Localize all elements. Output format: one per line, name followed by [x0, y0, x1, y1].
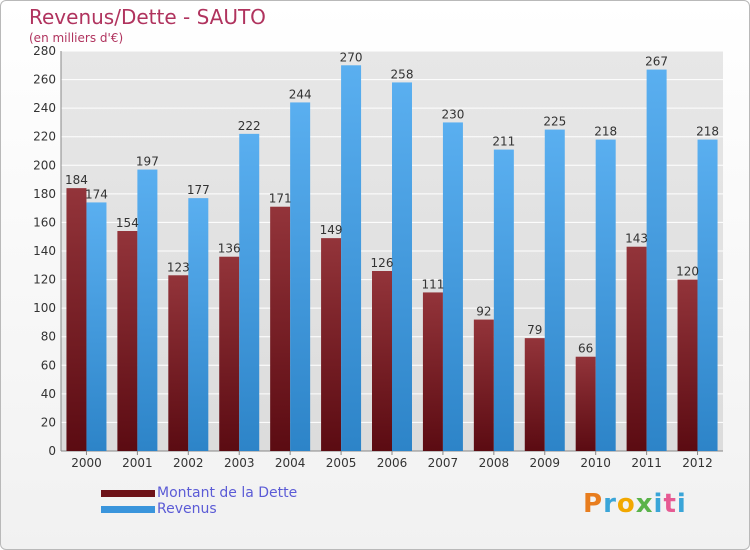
bar-revenus — [341, 65, 362, 452]
data-label: 270 — [340, 50, 363, 64]
data-label: 120 — [676, 265, 699, 279]
bar-dette — [626, 246, 647, 451]
logo-letter: r — [603, 489, 617, 519]
data-label: 136 — [218, 242, 241, 256]
bar-dette — [422, 292, 443, 451]
y-tick-label: 80 — [41, 330, 56, 344]
y-tick-label: 120 — [33, 273, 56, 287]
legend-label-dette: Montant de la Dette — [157, 485, 298, 501]
bar-dette — [117, 231, 138, 451]
x-tick-label: 2006 — [377, 456, 408, 470]
y-tick-label: 0 — [48, 444, 56, 458]
legend-swatch-dette — [101, 490, 155, 497]
bar-revenus — [392, 82, 412, 451]
bar-dette — [524, 338, 545, 451]
y-tick-label: 220 — [33, 130, 56, 144]
y-tick-label: 100 — [33, 301, 56, 315]
data-label: 184 — [65, 173, 88, 187]
data-label: 143 — [625, 232, 648, 246]
bar-dette — [473, 319, 494, 451]
logo-letter: P — [583, 489, 604, 519]
data-label: 154 — [116, 216, 139, 230]
x-tick-label: 2009 — [529, 456, 560, 470]
x-tick-label: 2008 — [479, 456, 510, 470]
data-label: 267 — [645, 55, 668, 69]
logo-letter: x — [635, 489, 654, 519]
data-label: 177 — [187, 183, 210, 197]
y-tick-label: 240 — [33, 101, 56, 115]
bar-revenus — [697, 139, 718, 452]
y-tick-label: 20 — [41, 415, 56, 429]
y-tick-label: 40 — [41, 387, 56, 401]
logo-letter: t — [663, 489, 677, 519]
y-tick-label: 280 — [33, 44, 56, 58]
bar-revenus — [646, 69, 667, 452]
bar-dette — [66, 188, 87, 451]
logo-letter: o — [616, 489, 636, 519]
bar-dette — [372, 271, 392, 451]
x-tick-label: 2004 — [275, 456, 306, 470]
x-tick-label: 2002 — [173, 456, 204, 470]
bar-revenus — [188, 198, 209, 451]
data-label: 171 — [269, 192, 292, 206]
y-tick-label: 180 — [33, 187, 56, 201]
x-tick-label: 2005 — [326, 456, 357, 470]
data-label: 149 — [320, 223, 343, 237]
data-label: 230 — [441, 107, 464, 121]
x-tick-label: 2001 — [122, 456, 153, 470]
y-tick-label: 260 — [33, 73, 56, 87]
bar-revenus — [493, 149, 514, 452]
data-label: 218 — [696, 125, 719, 139]
bar-revenus — [137, 169, 158, 452]
x-tick-label: 2007 — [428, 456, 459, 470]
data-label: 111 — [421, 277, 444, 291]
data-label: 218 — [594, 125, 617, 139]
bar-revenus — [239, 133, 260, 451]
proxiti-logo: Proxiti — [583, 489, 687, 519]
bar-revenus — [595, 139, 616, 452]
bar-dette — [219, 256, 240, 451]
data-label: 79 — [527, 323, 542, 337]
data-label: 126 — [371, 256, 394, 270]
y-tick-label: 160 — [33, 215, 56, 229]
x-tick-label: 2000 — [71, 456, 102, 470]
data-label: 225 — [543, 115, 566, 129]
data-label: 222 — [238, 119, 261, 133]
bar-dette — [677, 279, 698, 451]
chart-subtitle: (en milliers d'€) — [29, 31, 124, 45]
bar-dette — [270, 206, 291, 451]
bar-revenus — [86, 202, 107, 451]
x-axis: 2000 2001 2002 2003 2004 2005 2006 2007 2008 2009… — [71, 451, 713, 470]
bar-dette — [575, 356, 596, 451]
x-tick-label: 2003 — [224, 456, 255, 470]
bar-revenus — [544, 129, 565, 452]
logo-letter: i — [653, 489, 664, 519]
bar-revenus — [442, 122, 463, 451]
bar-dette — [321, 238, 342, 451]
data-label: 174 — [85, 187, 108, 201]
data-label: 258 — [391, 67, 414, 81]
logo-letter: i — [676, 489, 687, 519]
y-tick-label: 200 — [33, 158, 56, 172]
x-tick-label: 2011 — [631, 456, 662, 470]
y-tick-label: 60 — [41, 358, 56, 372]
data-label: 244 — [289, 87, 312, 101]
data-label: 92 — [476, 305, 491, 319]
x-tick-label: 2012 — [682, 456, 713, 470]
y-tick-label: 140 — [33, 244, 56, 258]
bar-revenus — [290, 102, 311, 451]
data-label: 211 — [492, 135, 515, 149]
bar-dette — [168, 275, 189, 451]
bars — [66, 65, 718, 452]
x-tick-label: 2010 — [580, 456, 611, 470]
legend-label-revenus: Revenus — [157, 501, 217, 517]
data-label: 123 — [167, 260, 190, 274]
legend-swatch-revenus — [101, 506, 155, 513]
data-label: 197 — [136, 155, 159, 169]
data-label: 66 — [578, 342, 593, 356]
chart-title: Revenus/Dette - SAUTO — [29, 5, 266, 29]
